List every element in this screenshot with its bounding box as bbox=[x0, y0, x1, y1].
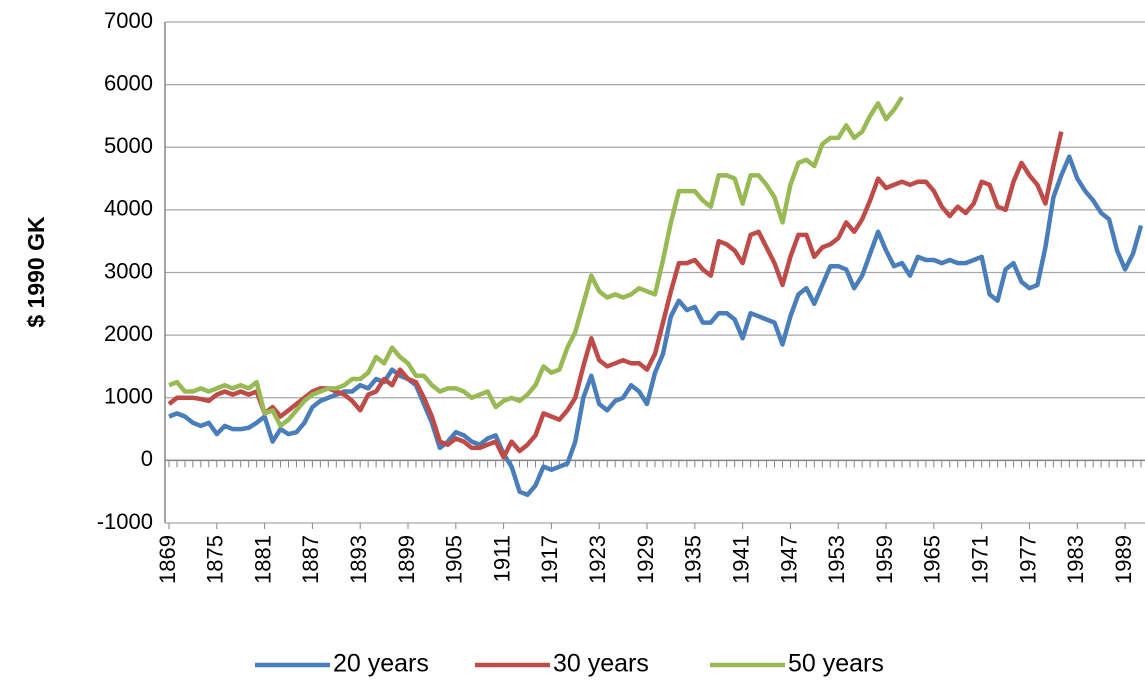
legend-label: 50 years bbox=[788, 650, 884, 678]
x-tick-label: 1929 bbox=[633, 535, 658, 584]
y-axis-label: $ 1990 GK bbox=[23, 216, 49, 328]
y-tick-label: 5000 bbox=[104, 133, 153, 158]
y-tick-label: -1000 bbox=[97, 509, 153, 534]
x-tick-label: 1947 bbox=[776, 535, 801, 584]
x-tick-label: 1977 bbox=[1015, 535, 1040, 584]
x-tick-label: 1941 bbox=[728, 535, 753, 584]
x-tick-label: 1869 bbox=[155, 535, 180, 584]
series-line bbox=[168, 95, 904, 429]
y-tick-label: 2000 bbox=[104, 321, 153, 346]
y-tick-label: 6000 bbox=[104, 70, 153, 95]
x-tick-label: 1959 bbox=[872, 535, 897, 584]
y-tick-label: 7000 bbox=[104, 8, 153, 33]
legend-label: 30 years bbox=[553, 650, 649, 678]
x-tick-label: 1881 bbox=[250, 535, 275, 584]
x-tick-label: 1989 bbox=[1111, 535, 1136, 584]
x-tick-label: 1899 bbox=[394, 535, 419, 584]
x-tick-label: 1965 bbox=[920, 535, 945, 584]
series-line bbox=[168, 154, 1144, 498]
x-tick-label: 1953 bbox=[824, 535, 849, 584]
x-tick-label: 1971 bbox=[967, 535, 992, 584]
series-line bbox=[167, 131, 1064, 460]
y-tick-label: 3000 bbox=[104, 258, 153, 283]
x-tick-label: 1887 bbox=[298, 535, 323, 584]
x-tick-label: 1875 bbox=[203, 535, 228, 584]
x-tick-label: 1893 bbox=[346, 535, 371, 584]
x-tick-label: 1911 bbox=[489, 535, 514, 582]
x-tick-label: 1935 bbox=[681, 535, 706, 584]
y-tick-label: 4000 bbox=[104, 196, 153, 221]
x-tick-label: 1917 bbox=[537, 535, 562, 584]
x-tick-label: 1923 bbox=[585, 535, 610, 584]
legend-label: 20 years bbox=[333, 650, 429, 678]
x-tick-label: 1905 bbox=[442, 535, 467, 584]
x-tick-label: 1983 bbox=[1063, 535, 1088, 584]
y-tick-label: 1000 bbox=[104, 384, 153, 409]
y-tick-label: 0 bbox=[141, 446, 153, 471]
